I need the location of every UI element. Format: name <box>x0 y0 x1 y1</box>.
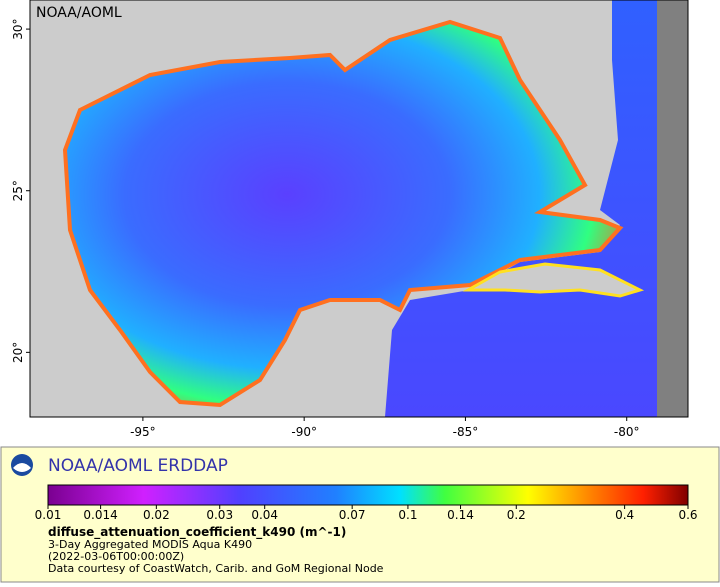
colorbar-tick-label: 0.02 <box>143 508 170 522</box>
legend-title: NOAA/AOML ERDDAP <box>48 456 228 476</box>
colorbar-tick-label: 0.2 <box>507 508 526 522</box>
legend-box <box>0 446 720 583</box>
cuba <box>462 262 645 298</box>
noaa-logo-wave <box>13 463 31 472</box>
y-tick-label: 30° <box>11 18 25 39</box>
colorbar-tick-label: 0.04 <box>251 508 278 522</box>
y-tick-label: 20° <box>11 342 25 363</box>
colorbar-tick-label: 0.1 <box>398 508 417 522</box>
legend-line: (2022-03-06T00:00:00Z) <box>48 550 184 563</box>
no-data-strip <box>657 0 688 417</box>
y-tick-label: 25° <box>11 180 25 201</box>
colorbar-tick-label: 0.6 <box>678 508 697 522</box>
gulf-of-mexico <box>62 19 624 408</box>
x-tick-label: -95° <box>130 425 156 439</box>
x-tick-label: -90° <box>291 425 317 439</box>
map-frame <box>29 0 689 418</box>
x-tick-label: -80° <box>614 425 640 439</box>
colorbar-tick-label: 0.07 <box>339 508 366 522</box>
legend-line: Data courtesy of CoastWatch, Carib. and … <box>48 562 384 575</box>
source-label: NOAA/AOML <box>36 5 122 21</box>
x-tick-label: -85° <box>453 425 479 439</box>
colorbar-tick-label: 0.03 <box>206 508 233 522</box>
colorbar <box>47 484 689 506</box>
legend-line: 3-Day Aggregated MODIS Aqua K490 <box>48 538 252 551</box>
colorbar-tick-label: 0.014 <box>83 508 117 522</box>
colorbar-tick-label: 0.4 <box>615 508 634 522</box>
variable-name: diffuse_attenuation_coefficient_k490 (m^… <box>48 525 346 540</box>
atlantic <box>385 0 657 417</box>
map: NOAA/AOML <box>29 0 689 418</box>
colorbar-tick-label: 0.14 <box>447 508 474 522</box>
colorbar-tick-label: 0.01 <box>35 508 62 522</box>
